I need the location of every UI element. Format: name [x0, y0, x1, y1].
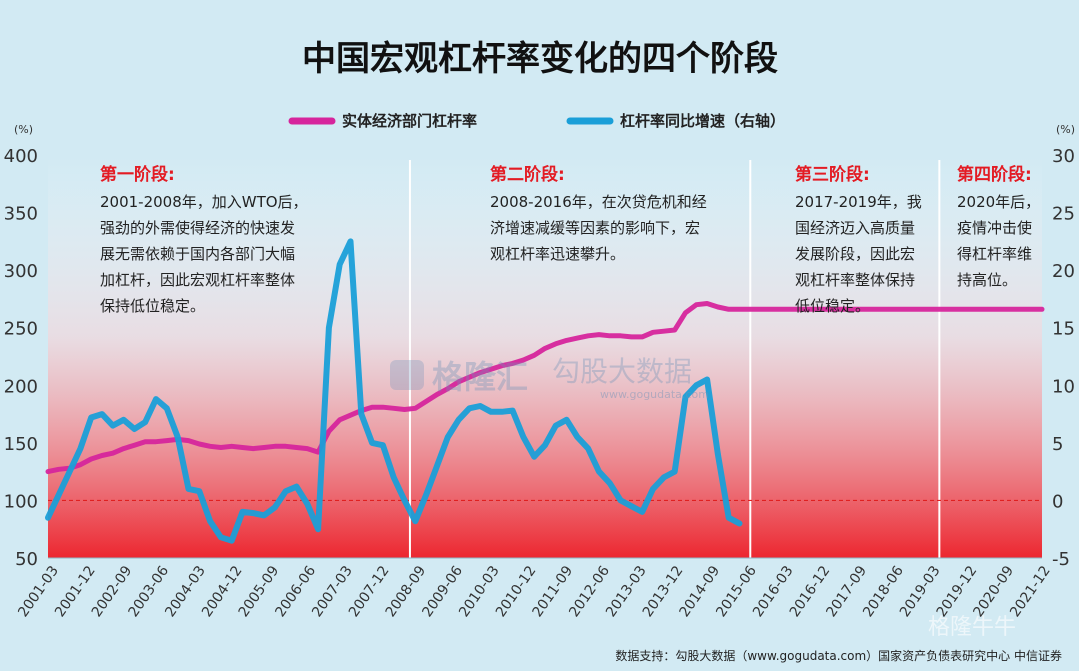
y-right-tick-label: -5 [1052, 549, 1070, 570]
stage-text-line: 保持低位稳定。 [100, 297, 205, 315]
y-left-tick-label: 100 [4, 491, 38, 512]
y-left-tick-label: 250 [4, 319, 38, 340]
stage-text-line: 2001-2008年，加入WTO后， [100, 193, 308, 211]
y-left-tick-label: 350 [4, 204, 38, 225]
stage-text-line: 展无需依赖于国内各部门大幅 [100, 245, 295, 263]
stage-text-line: 加杠杆，因此宏观杠杆率整体 [100, 271, 295, 289]
plot-area-fill [48, 155, 1042, 558]
legend-label-2: 杠杆率同比增速（右轴） [620, 112, 785, 130]
y-left-tick-label: 200 [4, 376, 38, 397]
y-right-tick-label: 5 [1052, 434, 1063, 455]
stage-title-4: 第四阶段: [957, 164, 1032, 185]
y-right-tick-label: 10 [1052, 376, 1075, 397]
stage-text-line: 国经济迈入高质量 [795, 219, 915, 237]
watermark-niuniu: 格隆牛牛 [928, 615, 1016, 640]
stage-text-line: 观杠杆率迅速攀升。 [490, 245, 625, 263]
stage-text-line: 观杠杆率整体保持 [795, 271, 915, 289]
stage-text-line: 济增速减缓等因素的影响下，宏 [490, 219, 700, 237]
chart-title: 中国宏观杠杆率变化的四个阶段 [302, 39, 778, 79]
y-right-tick-label: 25 [1052, 204, 1075, 225]
watermark-gelonghui: 格隆汇 [432, 358, 528, 396]
stage-text-line: 持高位。 [957, 271, 1017, 289]
watermark-gogu: 勾股大数据 [552, 355, 692, 388]
stage-text-line: 疫情冲击使 [957, 219, 1032, 237]
y-right-unit: (%) [1056, 123, 1075, 136]
y-right-tick-label: 20 [1052, 261, 1075, 282]
y-left-unit: (%) [14, 123, 33, 136]
y-left-tick-label: 150 [4, 434, 38, 455]
y-right-tick-label: 30 [1052, 146, 1075, 167]
y-right-tick-label: 0 [1052, 491, 1063, 512]
stage-title-3: 第三阶段: [795, 164, 870, 185]
stage-text-line: 2017-2019年，我 [795, 193, 922, 211]
stage-title-1: 第一阶段: [100, 164, 175, 185]
stage-title-2: 第二阶段: [490, 164, 565, 185]
stage-text-line: 强劲的外需使得经济的快速发 [100, 219, 295, 237]
y-left-tick-label: 400 [4, 146, 38, 167]
stage-text-line: 发展阶段，因此宏 [795, 245, 915, 263]
watermark-logo-icon [390, 360, 424, 390]
y-left-tick-label: 300 [4, 261, 38, 282]
y-right-tick-label: 15 [1052, 319, 1075, 340]
stage-text-line: 得杠杆率维 [957, 245, 1032, 263]
y-left-tick-label: 50 [15, 549, 38, 570]
stage-text-line: 2020年后， [957, 193, 1040, 211]
source-note: 数据支持：勾股大数据（www.gogudata.com）国家资产负债表研究中心 … [615, 648, 1062, 663]
series-line-growth [45, 238, 743, 544]
stage-text-line: 低位稳定。 [795, 297, 870, 315]
watermark-url: www.gogudata.com [600, 388, 709, 401]
legend-label-1: 实体经济部门杠杆率 [342, 112, 477, 130]
stage-text-line: 2008-2016年，在次贷危机和经 [490, 193, 707, 211]
series-line-leverage [45, 301, 1045, 475]
